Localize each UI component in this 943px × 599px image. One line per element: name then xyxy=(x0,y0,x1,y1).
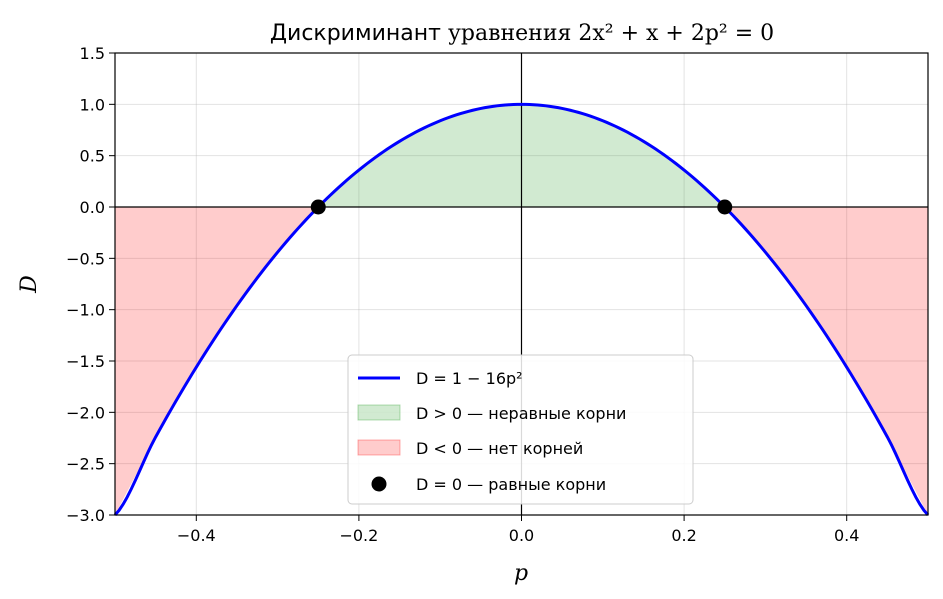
x-tick-label: 0.0 xyxy=(509,526,534,545)
series-curve-discriminant xyxy=(113,102,930,516)
x-tick-label: −0.2 xyxy=(339,526,378,545)
legend-label-curve: D = 1 − 16p² xyxy=(416,369,523,388)
legend-marker-point xyxy=(371,476,387,492)
x-tick-label: 0.4 xyxy=(834,526,859,545)
point-layer xyxy=(310,199,733,215)
y-tick-label: −3.0 xyxy=(66,506,105,525)
legend-swatch-positive xyxy=(357,404,401,421)
y-tick-label: −1.0 xyxy=(66,301,105,320)
y-tick-label: −0.5 xyxy=(66,249,105,268)
x-axis-label: p xyxy=(514,561,528,586)
curve-layer xyxy=(113,102,930,516)
x-tick-label: 0.2 xyxy=(671,526,696,545)
point-equal-roots xyxy=(717,199,733,215)
y-ticks: 1.5 1.0 0.5 0.0 −0.5 −1.0 −1.5 −2.0 −2.5 −3.0 xyxy=(66,44,115,525)
x-tick-label: −0.4 xyxy=(177,526,216,545)
chart-title-equation-text: уравнения 2x² + x + 2p² = 0 xyxy=(448,21,774,46)
y-tick-label: 0.0 xyxy=(80,198,105,217)
y-tick-label: −2.0 xyxy=(66,403,105,422)
fill-region-negative-left xyxy=(115,207,319,515)
y-tick-label: −1.5 xyxy=(66,352,105,371)
point-equal-roots xyxy=(310,199,326,215)
legend-label-point: D = 0 — равные корни xyxy=(416,475,606,494)
y-tick-label: −2.5 xyxy=(66,455,105,474)
y-tick-label: 1.5 xyxy=(80,44,105,63)
y-axis-label: D xyxy=(17,275,42,294)
y-tick-label: 1.0 xyxy=(80,95,105,114)
legend-label-positive: D > 0 — неравные корни xyxy=(416,404,626,423)
y-tick-label: 0.5 xyxy=(80,147,105,166)
legend-label-negative: D < 0 — нет корней xyxy=(416,439,583,458)
chart-title: Дискриминант уравнения 2x² + x + 2p² = 0 xyxy=(270,21,774,46)
legend-box xyxy=(347,354,694,505)
chart-title-word: Дискриминант xyxy=(270,21,441,46)
x-ticks: −0.4 −0.2 0.0 0.2 0.4 xyxy=(177,515,859,545)
legend-swatch-negative xyxy=(357,439,401,456)
legend: D = 1 − 16p² D > 0 — неравные корни D < … xyxy=(347,354,694,505)
fill-region-negative-right xyxy=(724,207,928,515)
